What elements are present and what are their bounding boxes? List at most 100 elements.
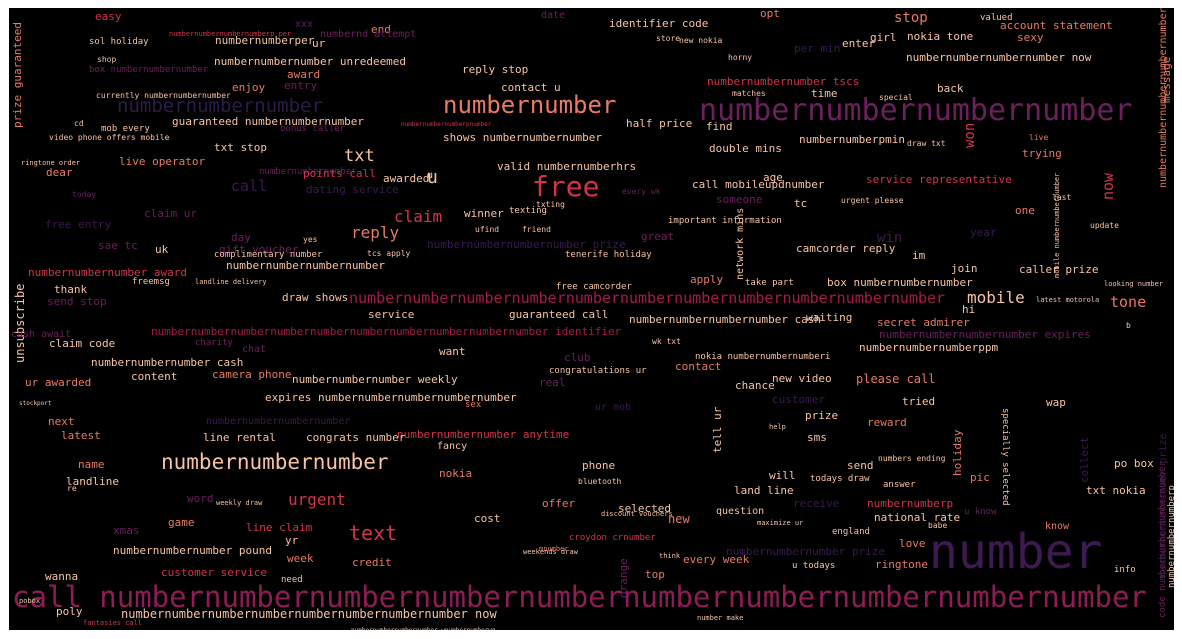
word: matches <box>732 89 766 98</box>
word: fancy <box>437 441 468 452</box>
word: numbernumberp <box>867 497 954 510</box>
word: claim ur <box>144 207 197 220</box>
word: week <box>287 552 314 565</box>
word: real <box>539 376 566 389</box>
word: free camcorder <box>556 282 632 292</box>
word: caller prize <box>1019 263 1099 276</box>
word: special <box>879 93 913 102</box>
word: charity <box>195 338 233 348</box>
word: ur awarded <box>25 376 92 389</box>
word: numbernumbernumber unredeemed <box>214 55 407 68</box>
word: secret admirer <box>877 316 970 329</box>
word: store <box>656 34 681 43</box>
word: last <box>1052 193 1072 202</box>
word: complimentary number <box>214 250 323 260</box>
word: numbernumbernumbernumber wnumbernumberwq <box>351 628 496 631</box>
word: take part <box>745 278 794 288</box>
word: someone <box>716 193 763 206</box>
word: service <box>368 308 415 321</box>
word: claim <box>394 207 443 226</box>
word: holiday <box>951 429 964 476</box>
word: love <box>899 537 926 550</box>
word: tell ur <box>711 406 724 453</box>
word: back <box>937 82 964 95</box>
word: awarded <box>383 172 430 185</box>
word: word <box>187 492 214 505</box>
word: contact <box>675 360 722 373</box>
word: line rental <box>203 431 276 444</box>
word: mnumber <box>539 545 569 553</box>
word: numbernumbernumber <box>259 167 357 177</box>
word: numbernumbernumber prize <box>726 545 885 558</box>
word: win <box>877 230 903 246</box>
word: ufind <box>475 225 500 234</box>
word: cd <box>74 119 84 128</box>
word: want <box>439 345 466 358</box>
word: points call <box>303 167 376 180</box>
word: date <box>541 10 566 21</box>
word: numbernumbernumbernumber prize <box>427 238 626 251</box>
word: question <box>716 506 765 517</box>
word: expires numbernumbernumbernumbernumber <box>265 391 517 404</box>
word: reply stop <box>462 63 529 76</box>
word: hi <box>962 303 976 316</box>
word: friend <box>522 225 551 234</box>
word: numbernumbernumbernumbernumbernumbernumb… <box>349 289 946 307</box>
word: think <box>659 552 681 560</box>
word: send <box>847 459 874 472</box>
word: update <box>1090 221 1119 230</box>
word: end <box>371 23 391 36</box>
word: identifier code <box>609 17 709 30</box>
word: text <box>349 521 398 545</box>
word: content <box>131 370 178 383</box>
word: weekly draw <box>216 499 263 507</box>
word: camcorder reply <box>796 242 896 255</box>
word: send stop <box>47 295 107 308</box>
word: please call <box>856 372 936 386</box>
word: babe <box>928 521 948 530</box>
word: pic <box>970 471 990 484</box>
word: numbernumbernumbernumber cash <box>629 313 822 326</box>
word: numbernumbernumberppm <box>859 341 999 354</box>
word: account statement <box>1000 19 1113 32</box>
word: sae tc <box>98 239 138 252</box>
word-cloud-canvas: call numbernumbernumbernumbernumbernumbe… <box>9 8 1174 630</box>
word: need <box>281 575 303 585</box>
word: thank <box>54 283 88 296</box>
word: reward <box>867 416 907 429</box>
word: age <box>763 171 783 184</box>
word: valued <box>980 13 1013 23</box>
word: txt <box>344 146 375 166</box>
word: re <box>67 484 77 493</box>
word: stop <box>894 10 928 26</box>
word: call numbernumbernumbernumbernumbernumbe… <box>12 580 1147 614</box>
word: time <box>811 87 838 100</box>
word: draw shows <box>282 291 349 304</box>
word: opt <box>760 8 780 20</box>
word: specially selected <box>1000 408 1010 506</box>
word: selected <box>618 502 671 515</box>
word: wanna <box>45 570 79 583</box>
word: double mins <box>709 142 782 155</box>
word: numbernumbernumber weekly <box>292 373 458 386</box>
word: customer <box>772 393 825 406</box>
word: receive <box>793 497 840 510</box>
word: numbernumberper <box>215 34 315 47</box>
word: u <box>427 170 434 181</box>
word: u todays <box>792 561 836 571</box>
word: per min <box>794 42 841 55</box>
word: call <box>231 177 268 195</box>
word: texting <box>509 206 547 216</box>
word: xmas <box>113 524 140 537</box>
word: shop <box>97 55 117 64</box>
word: freemsg <box>132 277 170 287</box>
word: sms <box>807 431 827 444</box>
word: u know <box>964 507 997 517</box>
word: numbernumbernumbernumber now <box>906 51 1092 64</box>
word: numbernumbernumber pound <box>113 544 272 557</box>
word: bluetooth <box>578 477 622 486</box>
word: numbernumberpmin <box>799 133 905 146</box>
word: trying <box>1022 147 1062 160</box>
word: b <box>1126 321 1131 330</box>
word: box numbernumbernumber <box>827 276 973 289</box>
